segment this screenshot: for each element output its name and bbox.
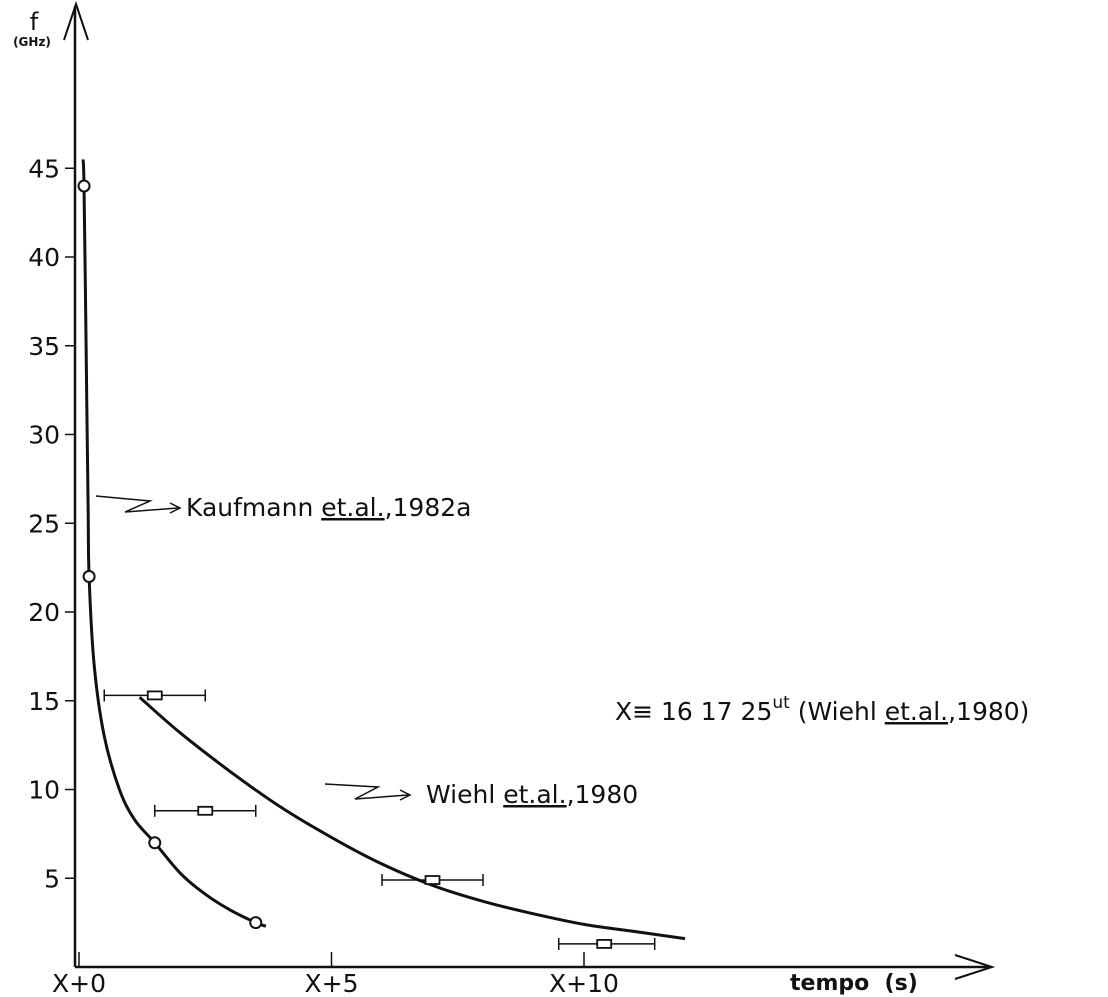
y-tick-label: 25 xyxy=(28,509,60,538)
y-tick-label: 35 xyxy=(28,332,60,361)
wiehl-annotation: Wiehl et.al.,1980 xyxy=(426,780,638,809)
y-axis-arrow-icon xyxy=(63,0,89,41)
y-tick-label: 30 xyxy=(28,421,60,450)
x-axis-arrow-icon xyxy=(954,954,996,980)
y-tick-label: 15 xyxy=(28,687,60,716)
x-tick-label: X+5 xyxy=(305,969,359,997)
wiehl-pointer-icon xyxy=(324,783,409,800)
y-ticks: 5 10 15 20 25 30 35 40 45 xyxy=(28,154,75,893)
x-tick-label: X+10 xyxy=(549,969,619,997)
square-marker xyxy=(596,939,613,949)
wiehl-arrowhead-icon xyxy=(399,789,412,801)
x-tick-label: X+0 xyxy=(52,969,106,997)
circle-marker xyxy=(249,916,263,930)
series-curve-2 xyxy=(138,696,686,941)
y-tick-label: 40 xyxy=(28,243,60,272)
x-definition-note: X≡ 16 17 25ut (Wiehl et.al.,1980) xyxy=(615,693,1029,726)
y-tick-label: 45 xyxy=(28,154,60,183)
square-marker xyxy=(146,690,163,701)
fitted-curves xyxy=(81,159,686,941)
kaufmann-pointer-icon xyxy=(95,495,179,513)
square-marker xyxy=(197,805,214,816)
kaufmann-arrowhead-icon xyxy=(169,502,182,514)
x-axis-label: tempo (s) xyxy=(790,971,918,996)
circle-marker xyxy=(148,836,162,850)
circle-marker xyxy=(77,179,91,193)
y-tick-label: 20 xyxy=(28,598,60,627)
x-ticks: X+0 X+5 X+10 xyxy=(52,952,619,997)
circle-marker xyxy=(82,570,96,583)
y-tick-label: 5 xyxy=(44,864,60,893)
kaufmann-annotation: Kaufmann et.al.,1982a xyxy=(186,493,471,522)
y-tick-label: 10 xyxy=(28,776,60,805)
y-axis-label: f xyxy=(30,8,39,36)
y-axis-unit: (GHz) xyxy=(13,35,51,49)
series-curve-1 xyxy=(81,159,267,928)
data-points xyxy=(77,179,656,950)
square-marker xyxy=(424,875,441,885)
